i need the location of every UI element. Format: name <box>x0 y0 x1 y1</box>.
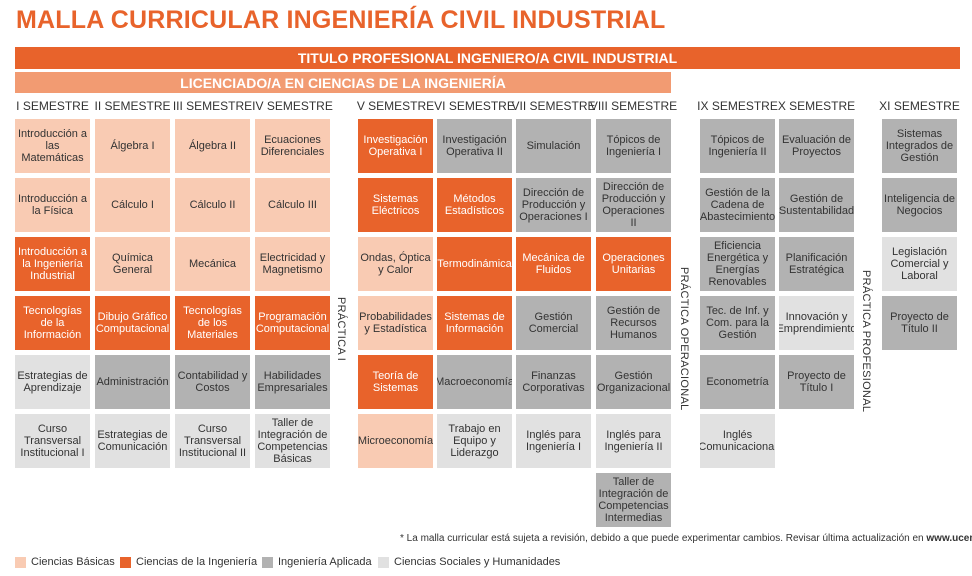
semester-header: VI SEMESTRE <box>434 99 515 113</box>
course-cell: Tec. de Inf. y Com. para la Gestión <box>700 296 775 350</box>
course-cell: Introducción a la Ingeniería Industrial <box>15 237 90 291</box>
course-cell: Investigación Operativa II <box>437 119 512 173</box>
course-cell: Sistemas de Información <box>437 296 512 350</box>
course-cell: Dirección de Producción y Operaciones II <box>596 178 671 232</box>
semester-header: XI SEMESTRE <box>879 99 960 113</box>
legend-item-basic: Ciencias Básicas <box>15 556 115 568</box>
legend-label: Ciencias de la Ingeniería <box>136 556 258 568</box>
course-cell: Simulación <box>516 119 591 173</box>
course-cell: Cálculo II <box>175 178 250 232</box>
course-cell: Gestión de Sustentabilidad <box>779 178 854 232</box>
legend-swatch <box>120 556 131 568</box>
legend-label: Ciencias Sociales y Humanidades <box>394 556 561 568</box>
course-cell: Termodinámica <box>437 237 512 291</box>
course-cell: Inglés para Ingeniería II <box>596 414 671 468</box>
course-cell: Álgebra I <box>95 119 170 173</box>
course-cell: Evaluación de Proyectos <box>779 119 854 173</box>
semester-header: I SEMESTRE <box>16 99 89 113</box>
course-cell: Curso Transversal Institucional I <box>15 414 90 468</box>
course-cell: Contabilidad y Costos <box>175 355 250 409</box>
course-cell: Química General <box>95 237 170 291</box>
course-cell: Gestión de Recursos Humanos <box>596 296 671 350</box>
page-title: MALLA CURRICULAR INGENIERÍA CIVIL INDUST… <box>16 6 666 34</box>
course-cell: Cálculo III <box>255 178 330 232</box>
course-cell: Gestión de la Cadena de Abastecimiento <box>700 178 775 232</box>
semester-header: X SEMESTRE <box>777 99 856 113</box>
course-cell: Macroeconomía <box>437 355 512 409</box>
semester-header: V SEMESTRE <box>356 99 435 113</box>
semester-header: IV SEMESTRE <box>252 99 333 113</box>
course-cell: Introducción a la Física <box>15 178 90 232</box>
course-cell: Taller de Integración de Competencias Bá… <box>255 414 330 468</box>
legend-item-aplicada: Ingeniería Aplicada <box>262 556 372 568</box>
course-cell: Innovación y Emprendimiento <box>779 296 854 350</box>
course-cell: Dirección de Producción y Operaciones I <box>516 178 591 232</box>
course-cell: Métodos Estadísticos <box>437 178 512 232</box>
semester-header: III SEMESTRE <box>172 99 253 113</box>
legend-swatch <box>262 556 273 568</box>
professional-title-banner: TITULO PROFESIONAL INGENIERO/A CIVIL IND… <box>15 47 960 69</box>
footnote-text: * La malla curricular está sujeta a revi… <box>400 533 927 544</box>
footnote-link[interactable]: www.ucentral.cl <box>926 533 972 544</box>
legend-swatch <box>15 556 26 568</box>
course-cell: Inglés Comunicacional <box>700 414 775 468</box>
course-cell: Mecánica <box>175 237 250 291</box>
course-cell: Álgebra II <box>175 119 250 173</box>
course-cell: Curso Transversal Institucional II <box>175 414 250 468</box>
practica-operacional-label: PRÁCTICA OPERACIONAL <box>678 267 690 411</box>
course-cell: Teoría de Sistemas <box>358 355 433 409</box>
course-cell: Inglés para Ingeniería I <box>516 414 591 468</box>
semester-header: IX SEMESTRE <box>697 99 778 113</box>
course-cell: Ecuaciones Diferenciales <box>255 119 330 173</box>
course-cell: Trabajo en Equipo y Liderazgo <box>437 414 512 468</box>
course-cell: Tecnologías de los Materiales <box>175 296 250 350</box>
course-cell: Mecánica de Fluidos <box>516 237 591 291</box>
footnote: * La malla curricular está sujeta a revi… <box>400 533 972 544</box>
course-cell: Operaciones Unitarias <box>596 237 671 291</box>
legend-swatch <box>378 556 389 568</box>
course-cell: Taller de Integración de Competencias In… <box>596 473 671 527</box>
course-cell: Tópicos de Ingeniería I <box>596 119 671 173</box>
legend-item-ingenieria: Ciencias de la Ingeniería <box>120 556 257 568</box>
course-cell: Tecnologías de la Información <box>15 296 90 350</box>
course-cell: Inteligencia de Negocios <box>882 178 957 232</box>
practica-1-label: PRÁCTICA I <box>335 297 347 362</box>
course-cell: Estrategias de Comunicación <box>95 414 170 468</box>
semester-header: VIII SEMESTRE <box>589 99 678 113</box>
course-cell: Finanzas Corporativas <box>516 355 591 409</box>
course-cell: Ondas, Óptica y Calor <box>358 237 433 291</box>
course-cell: Tópicos de Ingeniería II <box>700 119 775 173</box>
course-cell: Dibujo Gráfico Computacional <box>95 296 170 350</box>
semester-header: II SEMESTRE <box>94 99 171 113</box>
course-cell: Sistemas Integrados de Gestión <box>882 119 957 173</box>
course-cell: Eficiencia Energética y Energías Renovab… <box>700 237 775 291</box>
course-cell: Proyecto de Título II <box>882 296 957 350</box>
course-cell: Planificación Estratégica <box>779 237 854 291</box>
course-cell: Gestión Comercial <box>516 296 591 350</box>
legend-label: Ingeniería Aplicada <box>278 556 372 568</box>
course-cell: Econometría <box>700 355 775 409</box>
course-cell: Microeconomía <box>358 414 433 468</box>
legend-item-sociales: Ciencias Sociales y Humanidades <box>378 556 560 568</box>
course-cell: Introducción a las Matemáticas <box>15 119 90 173</box>
practica-profesional-label: PRÁCTICA PROFESIONAL <box>860 270 872 413</box>
course-cell: Gestión Organizacional <box>596 355 671 409</box>
course-cell: Proyecto de Título I <box>779 355 854 409</box>
course-cell: Sistemas Eléctricos <box>358 178 433 232</box>
semester-header: VII SEMESTRE <box>511 99 596 113</box>
legend-label: Ciencias Básicas <box>31 556 115 568</box>
course-cell: Estrategias de Aprendizaje <box>15 355 90 409</box>
course-cell: Probabilidades y Estadística <box>358 296 433 350</box>
licenciado-banner: LICENCIADO/A EN CIENCIAS DE LA INGENIERÍ… <box>15 72 671 93</box>
course-cell: Programación Computacional <box>255 296 330 350</box>
course-cell: Legislación Comercial y Laboral <box>882 237 957 291</box>
course-cell: Administración <box>95 355 170 409</box>
course-cell: Electricidad y Magnetismo <box>255 237 330 291</box>
course-cell: Cálculo I <box>95 178 170 232</box>
course-cell: Habilidades Empresariales <box>255 355 330 409</box>
course-cell: Investigación Operativa I <box>358 119 433 173</box>
